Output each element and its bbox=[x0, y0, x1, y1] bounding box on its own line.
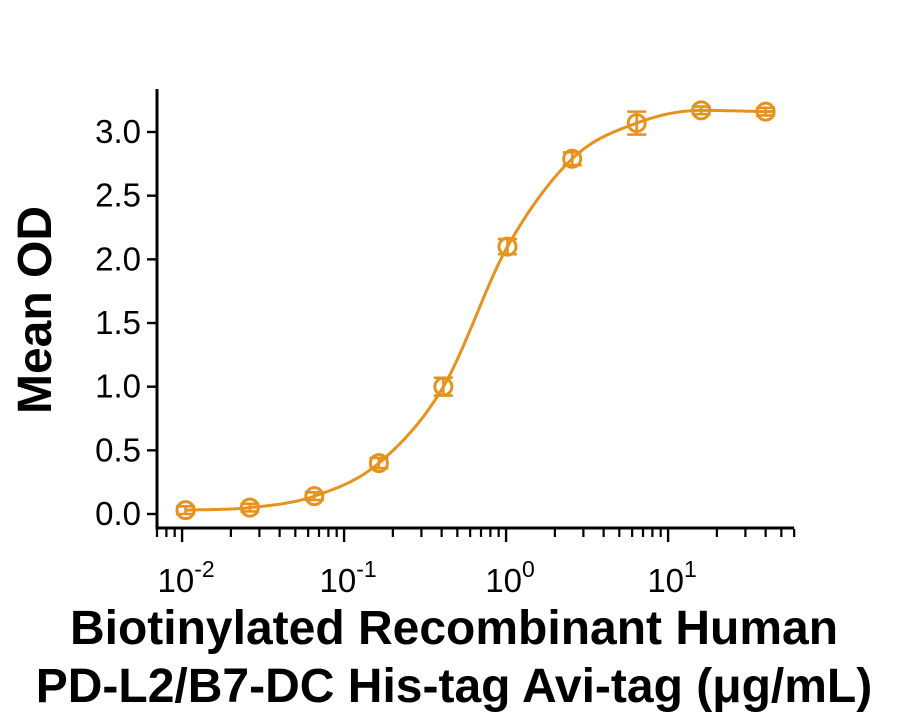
data-point-with-error-bar bbox=[175, 500, 196, 521]
open-circle-marker bbox=[497, 236, 518, 257]
y-tick-label: 3.0 bbox=[95, 113, 141, 150]
data-point-with-error-bar bbox=[755, 101, 776, 122]
data-point-with-error-bar bbox=[368, 453, 389, 474]
y-tick-label: 0.0 bbox=[95, 495, 141, 532]
open-circle-marker bbox=[239, 497, 260, 518]
x-major-ticks: 10-2 10-1 100 101 bbox=[158, 529, 697, 599]
y-tick-label: 0.5 bbox=[95, 431, 141, 468]
open-circle-marker bbox=[368, 453, 389, 474]
x-axis-title-line2: PD-L2/B7-DC His-tag Avi-tag (μg/mL) bbox=[35, 660, 873, 713]
x-axis-title-line1: Biotinylated Recombinant Human bbox=[69, 602, 839, 655]
open-circle-marker bbox=[304, 486, 325, 507]
fit-curve bbox=[185, 108, 776, 512]
y-ticks: 0.0 0.5 1.0 1.5 2.0 2.5 3.0 bbox=[95, 113, 156, 532]
x-axis-title: Biotinylated Recombinant Human PD-L2/B7-… bbox=[0, 600, 908, 716]
data-point-with-error-bar bbox=[497, 236, 518, 257]
open-circle-marker bbox=[433, 376, 454, 397]
data-point-with-error-bar bbox=[239, 497, 260, 518]
data-point-with-error-bar bbox=[691, 100, 712, 121]
data-point-with-error-bar bbox=[626, 110, 647, 136]
x-tick-label: 100 bbox=[485, 556, 535, 599]
y-tick-label: 1.5 bbox=[95, 304, 141, 341]
data-point-with-error-bar bbox=[433, 376, 454, 397]
data-point-with-error-bar bbox=[562, 148, 583, 169]
open-circle-marker bbox=[691, 100, 712, 121]
x-tick-label: 10-2 bbox=[158, 556, 215, 599]
x-minor-ticks bbox=[155, 529, 796, 537]
open-circle-marker bbox=[562, 148, 583, 169]
open-circle-marker bbox=[755, 101, 776, 122]
data-point-with-error-bar bbox=[304, 486, 325, 507]
open-circle-marker bbox=[626, 113, 647, 134]
y-tick-label: 1.0 bbox=[95, 368, 141, 405]
x-tick-label: 10-1 bbox=[320, 556, 377, 599]
x-tick-label: 101 bbox=[647, 556, 697, 599]
axes bbox=[155, 89, 795, 530]
y-tick-label: 2.0 bbox=[95, 240, 141, 277]
y-axis-title: Mean OD bbox=[9, 205, 62, 415]
y-tick-label: 2.5 bbox=[95, 177, 141, 214]
open-circle-marker bbox=[175, 500, 196, 521]
data-points bbox=[175, 100, 776, 521]
